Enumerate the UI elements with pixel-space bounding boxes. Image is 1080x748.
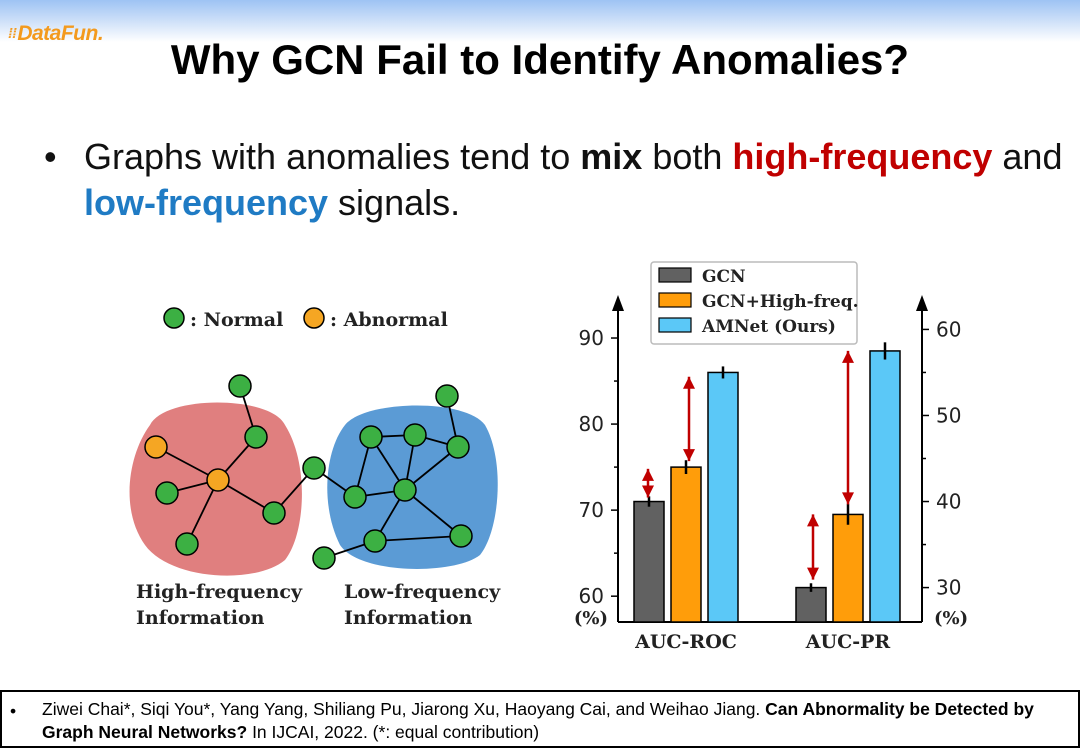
legend-swatch	[658, 317, 692, 333]
node-normal	[228, 374, 252, 398]
improvement-arrow-head	[842, 492, 854, 505]
left-unit-label: (%)	[574, 608, 608, 629]
node-normal	[359, 425, 383, 449]
node-normal	[175, 532, 199, 556]
bar-1-1	[832, 513, 864, 623]
legend-label: AMNet (Ours)	[701, 317, 836, 337]
node-normal	[244, 425, 268, 449]
node-abnormal	[144, 435, 168, 459]
footer-marker: •	[10, 701, 17, 721]
node-normal	[435, 384, 459, 408]
graph-nodes	[144, 374, 473, 570]
paper-title: Can Abnormality be Detected by Graph Neu…	[42, 699, 1034, 742]
improvement-arrow-head	[683, 376, 695, 389]
datafun-logo: ⁞⁞DataFun.	[8, 22, 104, 45]
bar-1-2	[869, 350, 901, 623]
node-normal	[312, 546, 336, 570]
improvement-arrow-head	[642, 485, 654, 498]
legend-swatch	[658, 292, 692, 308]
legend-normal-label: : Normal	[190, 309, 283, 331]
node-normal	[446, 435, 470, 459]
node-normal	[302, 456, 326, 480]
bar-1-0	[795, 586, 827, 623]
bar-0-2	[707, 371, 739, 623]
legend-box	[650, 261, 858, 345]
right-axis-arrow	[916, 295, 928, 311]
legend-label: GCN	[702, 267, 746, 287]
node-normal	[343, 485, 367, 509]
mix-emphasis: mix	[580, 136, 643, 177]
node-abnormal	[206, 468, 230, 492]
high-frequency-term: high-frequency	[732, 136, 993, 177]
improvement-arrow-head	[683, 449, 695, 462]
right-unit-label: (%)	[934, 608, 968, 629]
bullet-text: Graphs with anomalies tend to mix both h…	[84, 136, 1063, 223]
right-tick-label: 30	[936, 576, 961, 600]
caption-high-frequency: High-frequency	[136, 581, 303, 603]
reference-footer: • Ziwei Chai*, Siqi You*, Yang Yang, Shi…	[0, 690, 1080, 748]
caption-high-information: Information	[136, 607, 265, 629]
bar-0-0	[633, 500, 665, 623]
left-tick-label: 60	[579, 584, 604, 608]
node-normal	[363, 529, 387, 553]
chart-axes	[611, 295, 929, 623]
improvement-arrow-head	[642, 468, 654, 481]
x-tick-label: AUC-PR	[805, 631, 891, 653]
legend-normal-icon	[163, 307, 185, 329]
legend-abnormal-icon	[303, 307, 325, 329]
caption-low-information: Information	[344, 607, 473, 629]
legend-abnormal-label: : Abnormal	[330, 309, 448, 331]
left-tick-label: 70	[579, 498, 604, 522]
right-tick-label: 60	[936, 317, 961, 341]
improvement-arrow-head	[842, 350, 854, 363]
left-tick-label: 80	[579, 412, 604, 436]
header-band	[0, 0, 1080, 42]
node-normal	[262, 501, 286, 525]
chart-bars	[633, 342, 901, 623]
left-axis-arrow	[612, 295, 624, 311]
node-normal	[393, 478, 417, 502]
bar-0-1	[670, 466, 702, 623]
node-normal	[449, 524, 473, 548]
left-tick-label: 90	[579, 326, 604, 350]
legend-label: GCN+High-freq.	[702, 292, 859, 312]
low-frequency-term: low-frequency	[84, 182, 329, 223]
graph-diagram: : Normal : Abnormal High-frequency Infor…	[129, 307, 501, 629]
caption-low-frequency: Low-frequency	[344, 581, 501, 603]
slide-title: Why GCN Fail to Identify Anomalies?	[170, 36, 910, 83]
node-normal	[403, 423, 427, 447]
improvement-arrow-head	[807, 567, 819, 580]
x-tick-label: AUC-ROC	[634, 631, 737, 653]
improvement-arrow-head	[807, 514, 819, 527]
right-tick-label: 40	[936, 490, 961, 514]
right-tick-label: 50	[936, 403, 961, 427]
chart-legend: GCN GCN+High-freq. AMNet (Ours)	[650, 261, 859, 345]
legend-swatch	[658, 267, 692, 283]
bullet-marker: •	[44, 136, 57, 177]
reference-text: Ziwei Chai*, Siqi You*, Yang Yang, Shili…	[42, 699, 1034, 742]
improvement-arrows	[642, 350, 854, 580]
node-normal	[155, 481, 179, 505]
